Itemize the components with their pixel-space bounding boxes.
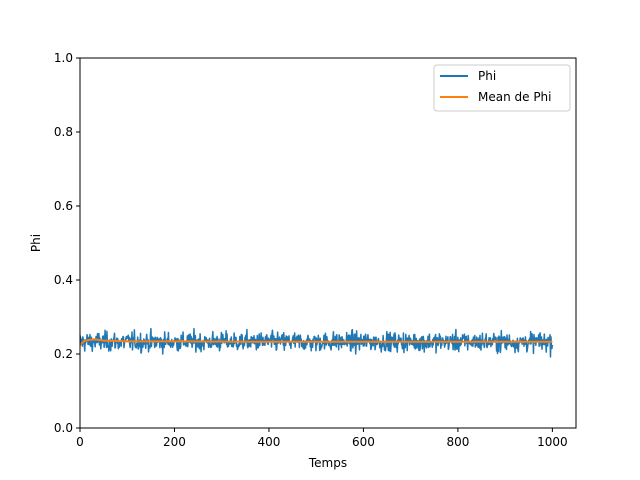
y-tick-label: 0.8 bbox=[54, 125, 73, 139]
legend-entry-mean: Mean de Phi bbox=[478, 90, 552, 104]
axes bbox=[79, 57, 577, 429]
x-ticks: 0 200 400 600 800 1000 bbox=[76, 428, 568, 449]
y-axis-label: Phi bbox=[29, 234, 43, 252]
legend: Phi Mean de Phi bbox=[433, 64, 571, 112]
x-tick-label: 800 bbox=[446, 435, 469, 449]
legend-box bbox=[433, 64, 571, 112]
plot-area bbox=[79, 327, 554, 358]
x-tick-label: 400 bbox=[257, 435, 280, 449]
x-tick-label: 200 bbox=[163, 435, 186, 449]
y-tick-label: 0.0 bbox=[54, 421, 73, 435]
x-tick-label: 600 bbox=[352, 435, 375, 449]
legend-entry-phi: Phi bbox=[478, 69, 496, 83]
y-tick-label: 0.4 bbox=[54, 273, 73, 287]
x-tick-label: 0 bbox=[76, 435, 84, 449]
y-tick-label: 0.6 bbox=[54, 199, 73, 213]
series-line-mean-de-phi bbox=[79, 338, 553, 346]
y-tick-label: 1.0 bbox=[54, 51, 73, 65]
y-ticks: 0.0 0.2 0.4 0.6 0.8 1.0 bbox=[54, 51, 80, 435]
x-axis-label: Temps bbox=[308, 456, 347, 470]
axes-frame bbox=[79, 57, 577, 429]
x-tick-label: 1000 bbox=[537, 435, 568, 449]
y-tick-label: 0.2 bbox=[54, 347, 73, 361]
series-line-phi bbox=[79, 327, 554, 358]
